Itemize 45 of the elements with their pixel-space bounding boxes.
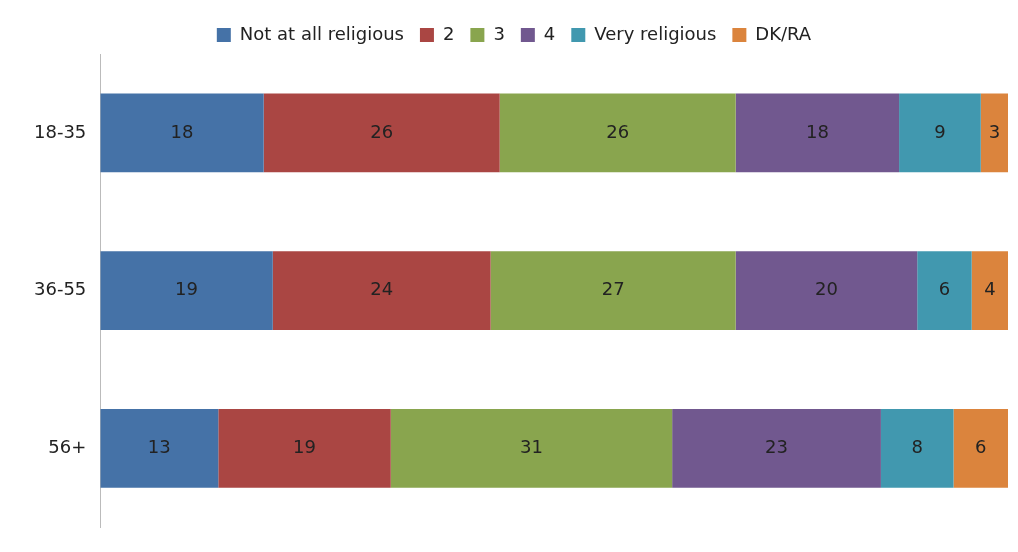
- legend-label: 3: [493, 22, 505, 44]
- bar: [490, 251, 736, 331]
- bar: [980, 93, 1008, 173]
- data-label: 6: [938, 278, 951, 300]
- bar: [971, 251, 1008, 331]
- data-label: 26: [370, 120, 394, 142]
- data-label: 8: [911, 436, 923, 458]
- bar: [218, 408, 391, 488]
- data-label: 26: [606, 120, 630, 142]
- legend-label: 4: [543, 22, 556, 44]
- bar: [100, 251, 273, 331]
- data-label: 6: [975, 436, 987, 458]
- legend-label: DK/RA: [755, 22, 812, 44]
- data-label: 23: [765, 436, 788, 458]
- data-label: 24: [370, 278, 394, 300]
- legend-label: Not at all religious: [239, 22, 404, 44]
- legend-label: 2: [442, 22, 455, 44]
- bar: [499, 93, 736, 173]
- legend-label: Very religious: [594, 22, 717, 44]
- bar: [263, 93, 500, 173]
- data-label: 31: [520, 436, 543, 458]
- bar: [880, 408, 954, 488]
- data-label: 4: [984, 278, 996, 300]
- bar: [100, 408, 219, 488]
- bar: [953, 408, 1008, 488]
- bar: [917, 251, 972, 331]
- bar: [899, 93, 981, 173]
- bar: [672, 408, 881, 488]
- bar: [100, 93, 264, 173]
- data-label: 20: [815, 278, 838, 300]
- data-label: 19: [175, 278, 198, 300]
- y-tick-label: 18-35: [33, 120, 87, 142]
- y-tick-label: 56+: [48, 436, 87, 458]
- y-tick-label: 36-55: [33, 278, 87, 300]
- bar: [272, 251, 491, 331]
- bar: [735, 251, 918, 331]
- data-label: 13: [147, 436, 171, 458]
- data-label: 3: [988, 120, 1001, 142]
- data-label: 19: [293, 436, 316, 458]
- data-label: 18: [170, 120, 194, 142]
- data-label: 9: [934, 120, 946, 142]
- bar: [735, 93, 900, 173]
- data-label: 18: [805, 120, 829, 142]
- bar: [390, 408, 673, 488]
- data-label: 27: [601, 278, 625, 300]
